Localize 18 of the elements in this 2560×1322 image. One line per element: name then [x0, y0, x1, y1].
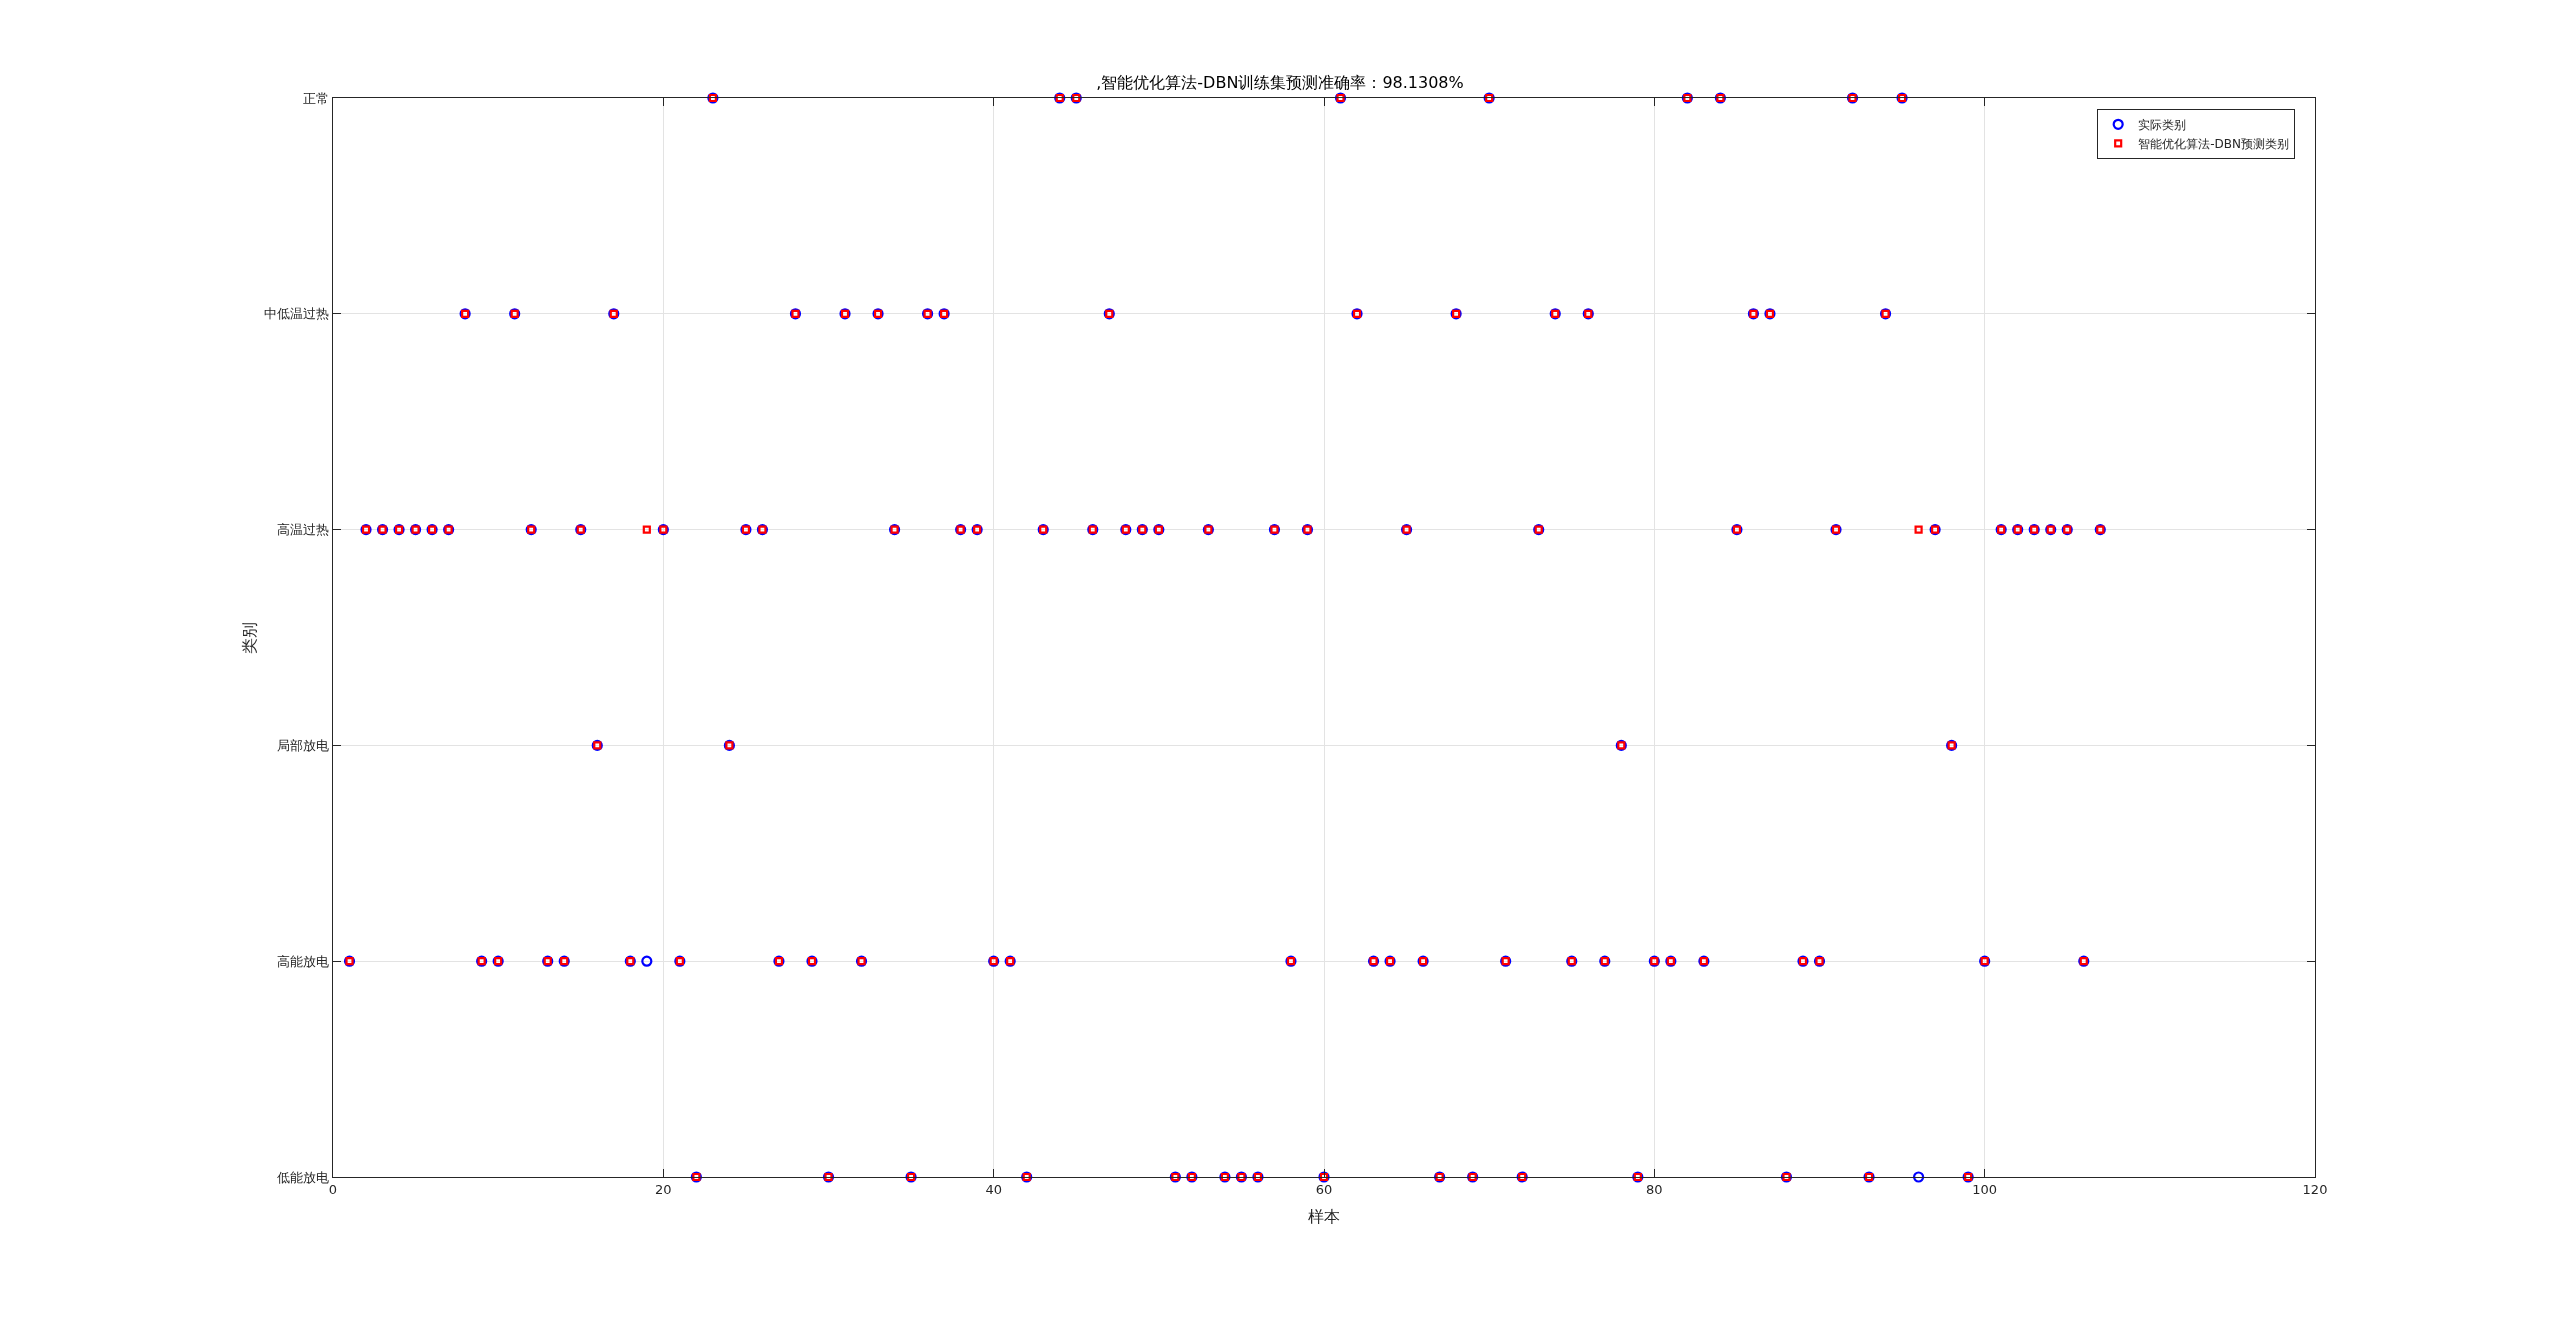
legend-label: 实际类别 — [2138, 117, 2187, 132]
x-tick-label: 40 — [985, 1181, 1002, 1197]
category-label: 低能放电 — [277, 1169, 330, 1185]
legend-label: 智能优化算法-DBN预测类别 — [2138, 136, 2289, 151]
category-label: 正常 — [303, 90, 330, 106]
x-tick-label: 0 — [328, 1181, 338, 1197]
category-label: 中低温过热 — [264, 306, 330, 322]
category-label: 高温过热 — [277, 522, 330, 538]
x-axis-title: 样本 — [1308, 1207, 1340, 1227]
x-tick-label: 80 — [1646, 1181, 1663, 1197]
category-label: 局部放电 — [277, 737, 330, 753]
chart-title: ,智能优化算法-DBN训练集预测准确率：98.1308% — [1096, 73, 1464, 92]
x-tick-label: 120 — [2302, 1181, 2328, 1197]
category-label: 高能放电 — [277, 953, 330, 969]
x-tick-label: 60 — [1315, 1181, 1333, 1197]
y-axis-title: 类别 — [240, 621, 260, 654]
x-tick-label: 20 — [655, 1181, 672, 1197]
x-tick-label: 100 — [1972, 1181, 1998, 1197]
